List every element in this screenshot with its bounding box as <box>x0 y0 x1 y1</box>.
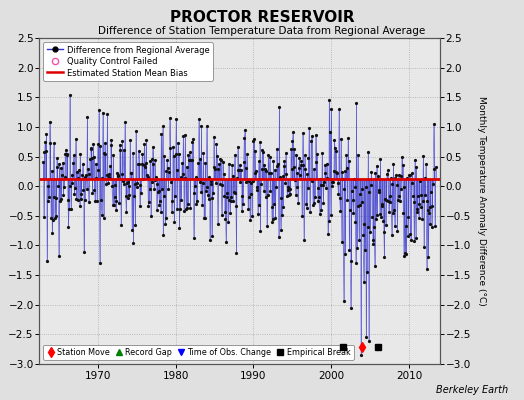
Legend: Station Move, Record Gap, Time of Obs. Change, Empirical Break: Station Move, Record Gap, Time of Obs. C… <box>43 344 354 360</box>
Text: PROCTOR RESERVOIR: PROCTOR RESERVOIR <box>170 10 354 25</box>
Text: Berkeley Earth: Berkeley Earth <box>436 385 508 395</box>
Y-axis label: Monthly Temperature Anomaly Difference (°C): Monthly Temperature Anomaly Difference (… <box>477 96 486 306</box>
Text: Difference of Station Temperature Data from Regional Average: Difference of Station Temperature Data f… <box>99 26 425 36</box>
